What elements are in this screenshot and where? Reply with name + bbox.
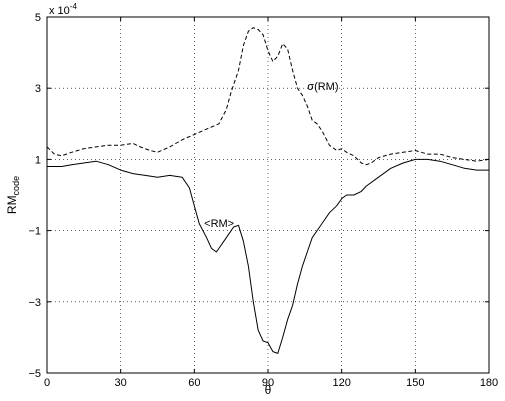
y-axis-label-sub: code <box>11 176 21 196</box>
plot-frame <box>46 16 490 374</box>
annotations: σ(RM) <RM> <box>204 81 338 230</box>
x-tick-label: 150 <box>406 377 424 389</box>
y-exponent-power: -4 <box>70 2 78 11</box>
y-exponent-label: x 10-4 <box>49 2 77 17</box>
y-tick-label: 1 <box>35 154 41 166</box>
y-tick-label: −5 <box>28 368 41 380</box>
x-tick-label: 90 <box>262 377 274 389</box>
x-axis-label: θ <box>265 383 272 397</box>
y-tick-label: 3 <box>35 83 41 95</box>
y-tick-label: 5 <box>35 12 41 24</box>
x-tick-label: 30 <box>115 377 127 389</box>
tick-labels: 0 30 60 90 120 150 180 −5 −3 −1 1 3 5 <box>28 12 498 389</box>
series-line-mean-rm <box>47 158 489 354</box>
y-tick-label: −3 <box>28 297 41 309</box>
x-tick-label: 120 <box>332 377 350 389</box>
x-tick-label: 180 <box>480 377 498 389</box>
series-line-sigma-rm <box>46 27 490 166</box>
y-tick-label: −1 <box>28 226 41 238</box>
y-axis-label: RMcode <box>5 176 21 214</box>
annotation-mean-rm: <RM> <box>204 218 234 230</box>
x-tick-label: 0 <box>44 377 50 389</box>
y-axis-label-main: RM <box>5 195 19 214</box>
axis-ticks <box>46 16 490 374</box>
y-exponent-base: x 10 <box>49 5 70 17</box>
x-tick-label: 60 <box>188 377 200 389</box>
annotation-sigma-rm: σ(RM) <box>307 81 338 93</box>
series-lines <box>46 27 490 354</box>
grid <box>47 17 489 373</box>
